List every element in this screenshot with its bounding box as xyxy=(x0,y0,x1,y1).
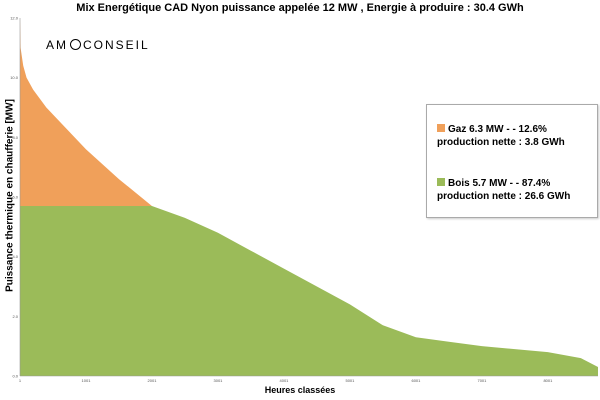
x-tick-label: 7001 xyxy=(477,378,487,383)
x-tick-label: 6001 xyxy=(411,378,421,383)
x-tick-label: 1 xyxy=(19,378,22,383)
y-tick-label: 10.0 xyxy=(10,75,19,80)
y-tick-label: 12.0 xyxy=(10,16,19,21)
x-tick-label: 4001 xyxy=(280,378,290,383)
legend-item-gaz: Gaz 6.3 MW - - 12.6% production nette : … xyxy=(437,123,565,149)
chart-legend: Gaz 6.3 MW - - 12.6% production nette : … xyxy=(426,104,598,218)
company-logo: AM CONSEIL xyxy=(46,38,150,52)
y-tick-label: 0.0 xyxy=(12,374,18,379)
x-axis-label: Heures classées xyxy=(264,385,336,395)
x-tick-label: 3001 xyxy=(214,378,224,383)
logo-text-part2: CONSEIL xyxy=(83,38,150,52)
legend-gaz-detail: production nette : 3.8 GWh xyxy=(437,137,565,148)
legend-bois-detail: production nette : 26.6 GWh xyxy=(437,191,571,202)
logo-text-part1: AM xyxy=(46,38,68,52)
x-tick-label: 8001 xyxy=(543,378,553,383)
legend-item-bois: Bois 5.7 MW - - 87.4% production nette :… xyxy=(437,177,570,203)
chart-ticks: 0.0 2.0 4.0 6.0 8.0 10.0 12.0 1 1001 2001 3001 4001… xyxy=(10,16,553,384)
legend-swatch-bois xyxy=(437,178,445,186)
logo-circle-icon xyxy=(70,39,81,50)
chart-axes xyxy=(19,18,598,377)
area-bois xyxy=(20,205,598,376)
legend-bois-label: Bois 5.7 MW - - 87.4% xyxy=(448,178,551,189)
y-tick-label: 2.0 xyxy=(12,314,18,319)
x-tick-label: 1001 xyxy=(82,378,92,383)
y-tick-label: 6.0 xyxy=(12,195,18,200)
chart-areas xyxy=(20,18,598,376)
y-tick-label: 8.0 xyxy=(12,135,18,140)
y-tick-label: 4.0 xyxy=(12,254,18,259)
y-axis-label: Puissance thermique en chaufferie [MW] xyxy=(4,99,16,292)
area-gaz xyxy=(20,18,152,206)
x-tick-label: 2001 xyxy=(148,378,158,383)
chart-title: Mix Energétique CAD Nyon puissance appel… xyxy=(76,2,524,14)
legend-gaz-label: Gaz 6.3 MW - - 12.6% xyxy=(448,124,547,135)
x-tick-label: 5001 xyxy=(345,378,355,383)
legend-swatch-gaz xyxy=(437,124,445,132)
